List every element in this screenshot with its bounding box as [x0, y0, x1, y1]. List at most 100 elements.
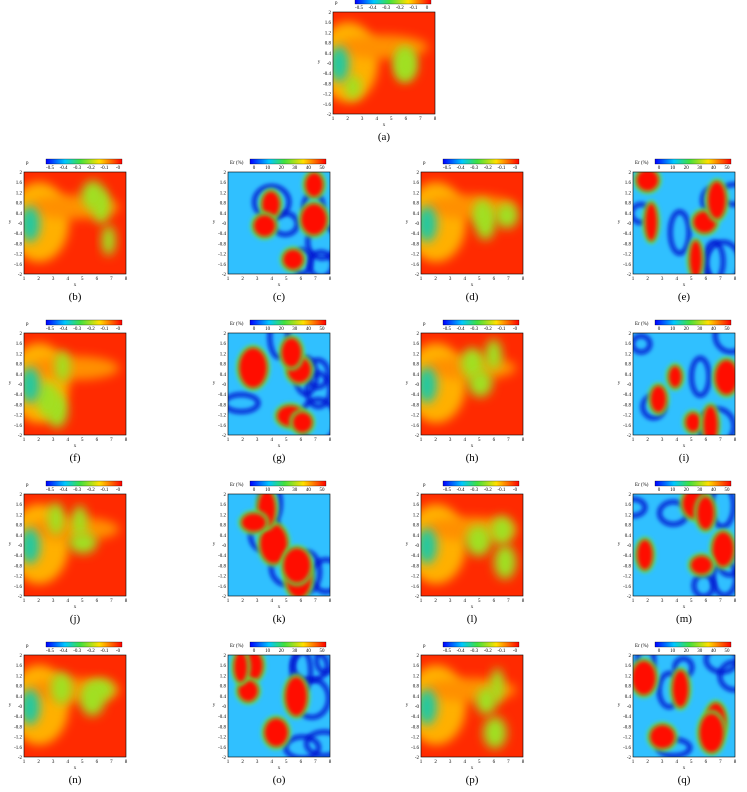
- x-tick-label: 3: [52, 277, 55, 282]
- y-tick-label: -0.4: [14, 715, 22, 720]
- x-axis-label: x: [471, 766, 474, 771]
- x-tick-label: 5: [285, 599, 288, 604]
- colorbar: [442, 480, 520, 487]
- colorbar-tick-label: -0.5: [443, 488, 451, 493]
- panel: p -0.5 -0.4 -0.3 -0.2 -0.1 -0 1 2 3 4 5 6 7 8 x 2 1.6 1.2 0…: [9, 641, 128, 786]
- y-tick-label: 2: [629, 171, 632, 176]
- x-tick-label: 7: [719, 760, 722, 765]
- colorbar-tick-label: -0.2: [87, 166, 95, 171]
- x-tick-label: 3: [449, 277, 452, 282]
- x-axis-label: x: [278, 766, 281, 771]
- x-tick-label: 4: [66, 277, 69, 282]
- y-tick-label: -1.2: [623, 736, 631, 741]
- panel-label: (e): [678, 291, 691, 303]
- y-tick-label: -1.6: [411, 585, 419, 590]
- field-blob: [713, 333, 735, 354]
- x-tick-label: 2: [434, 277, 437, 282]
- y-axis-label: y: [618, 381, 621, 386]
- field-blob: [712, 531, 734, 567]
- x-tick-label: 2: [434, 760, 437, 765]
- x-tick-label: 2: [37, 760, 40, 765]
- field-blob: [689, 355, 712, 398]
- field-blob: [637, 539, 653, 570]
- contour-field: [228, 655, 330, 757]
- y-axis-label: y: [9, 703, 12, 708]
- x-tick-label: 7: [719, 438, 722, 443]
- colorbar-tick-label: 30: [292, 649, 298, 654]
- y-tick-label: -0: [415, 544, 420, 549]
- colorbar-tick-label: -0.1: [100, 488, 108, 493]
- colorbar-tick-label: 10: [670, 649, 676, 654]
- y-tick-label: 1.2: [16, 513, 23, 518]
- field-blob: [715, 360, 735, 395]
- field-blob: [421, 528, 437, 564]
- x-tick-label: 1: [632, 760, 635, 765]
- field-blob: [645, 203, 658, 242]
- field-blob: [238, 680, 259, 702]
- y-tick-label: -2: [18, 434, 23, 439]
- x-tick-label: 1: [420, 438, 423, 443]
- y-axis-label: y: [618, 703, 621, 708]
- colorbar-tick-label: 50: [725, 166, 731, 171]
- y-tick-label: 2: [20, 332, 23, 337]
- colorbar-tick-label: 0: [253, 488, 256, 493]
- y-tick-label: -0.4: [14, 232, 22, 237]
- panel-label: (j): [70, 613, 81, 625]
- x-tick-label: 3: [256, 760, 259, 765]
- y-tick-label: -0.4: [218, 554, 226, 559]
- x-tick-label: 8: [329, 599, 332, 604]
- x-tick-label: 7: [507, 277, 510, 282]
- field-blob: [465, 524, 492, 557]
- field-blob: [24, 528, 40, 564]
- x-tick-label: 8: [734, 599, 737, 604]
- colorbar-tick-label: -0.1: [497, 327, 505, 332]
- x-tick-label: 4: [463, 277, 466, 282]
- field-blob: [241, 513, 267, 532]
- y-tick-label: -2: [415, 756, 420, 761]
- y-tick-label: 0.4: [16, 695, 23, 700]
- colorbar-tick-label: 40: [306, 327, 312, 332]
- plot-frame: [632, 654, 736, 758]
- y-tick-label: 1.6: [16, 503, 23, 508]
- y-tick-label: -1.2: [323, 93, 331, 98]
- colorbar-tick-label: -0.4: [457, 327, 465, 332]
- x-tick-label: 3: [256, 438, 259, 443]
- y-tick-label: 1.6: [413, 503, 420, 508]
- y-tick-label: 1.2: [625, 191, 632, 196]
- plot-frame: [23, 171, 127, 275]
- x-tick-label: 2: [37, 438, 40, 443]
- colorbar-tick-label: 0: [253, 166, 256, 171]
- colorbar-title: Er (%): [230, 483, 244, 488]
- x-axis-label: x: [683, 605, 686, 610]
- y-tick-label: -0.4: [14, 554, 22, 559]
- colorbar-title: p: [26, 644, 29, 649]
- colorbar-tick-label: 40: [711, 649, 717, 654]
- x-tick-label: 2: [646, 760, 649, 765]
- colorbar: [654, 158, 732, 165]
- field-blob: [285, 676, 308, 716]
- x-tick-label: 4: [270, 438, 273, 443]
- plot-frame: [632, 171, 736, 275]
- field-blob: [668, 366, 682, 388]
- colorbar-tick-label: 50: [725, 327, 731, 332]
- x-tick-label: 5: [285, 438, 288, 443]
- x-tick-label: 6: [96, 760, 99, 765]
- y-tick-label: 2: [329, 11, 332, 16]
- x-tick-label: 7: [314, 599, 317, 604]
- y-tick-label: 0.8: [220, 524, 227, 529]
- y-axis-label: y: [406, 703, 409, 708]
- x-tick-label: 6: [705, 438, 708, 443]
- panel: Er (%) 0 10 20 30 40 50 1 2 3 4 5 6 7 8 x 2 1.6 1.2 0.8 0.4 -…: [213, 319, 332, 464]
- colorbar-tick-label: -0.4: [60, 488, 68, 493]
- panel-label: (b): [69, 291, 82, 303]
- y-tick-label: 1.2: [625, 352, 632, 357]
- field-blob: [333, 46, 349, 82]
- y-tick-label: 0.4: [325, 52, 332, 57]
- x-tick-label: 2: [346, 117, 349, 122]
- x-tick-label: 6: [300, 438, 303, 443]
- field-blob: [314, 655, 330, 675]
- x-tick-label: 2: [241, 277, 244, 282]
- field-blob: [685, 412, 701, 432]
- field-blob: [54, 350, 71, 383]
- field-blob: [672, 670, 689, 708]
